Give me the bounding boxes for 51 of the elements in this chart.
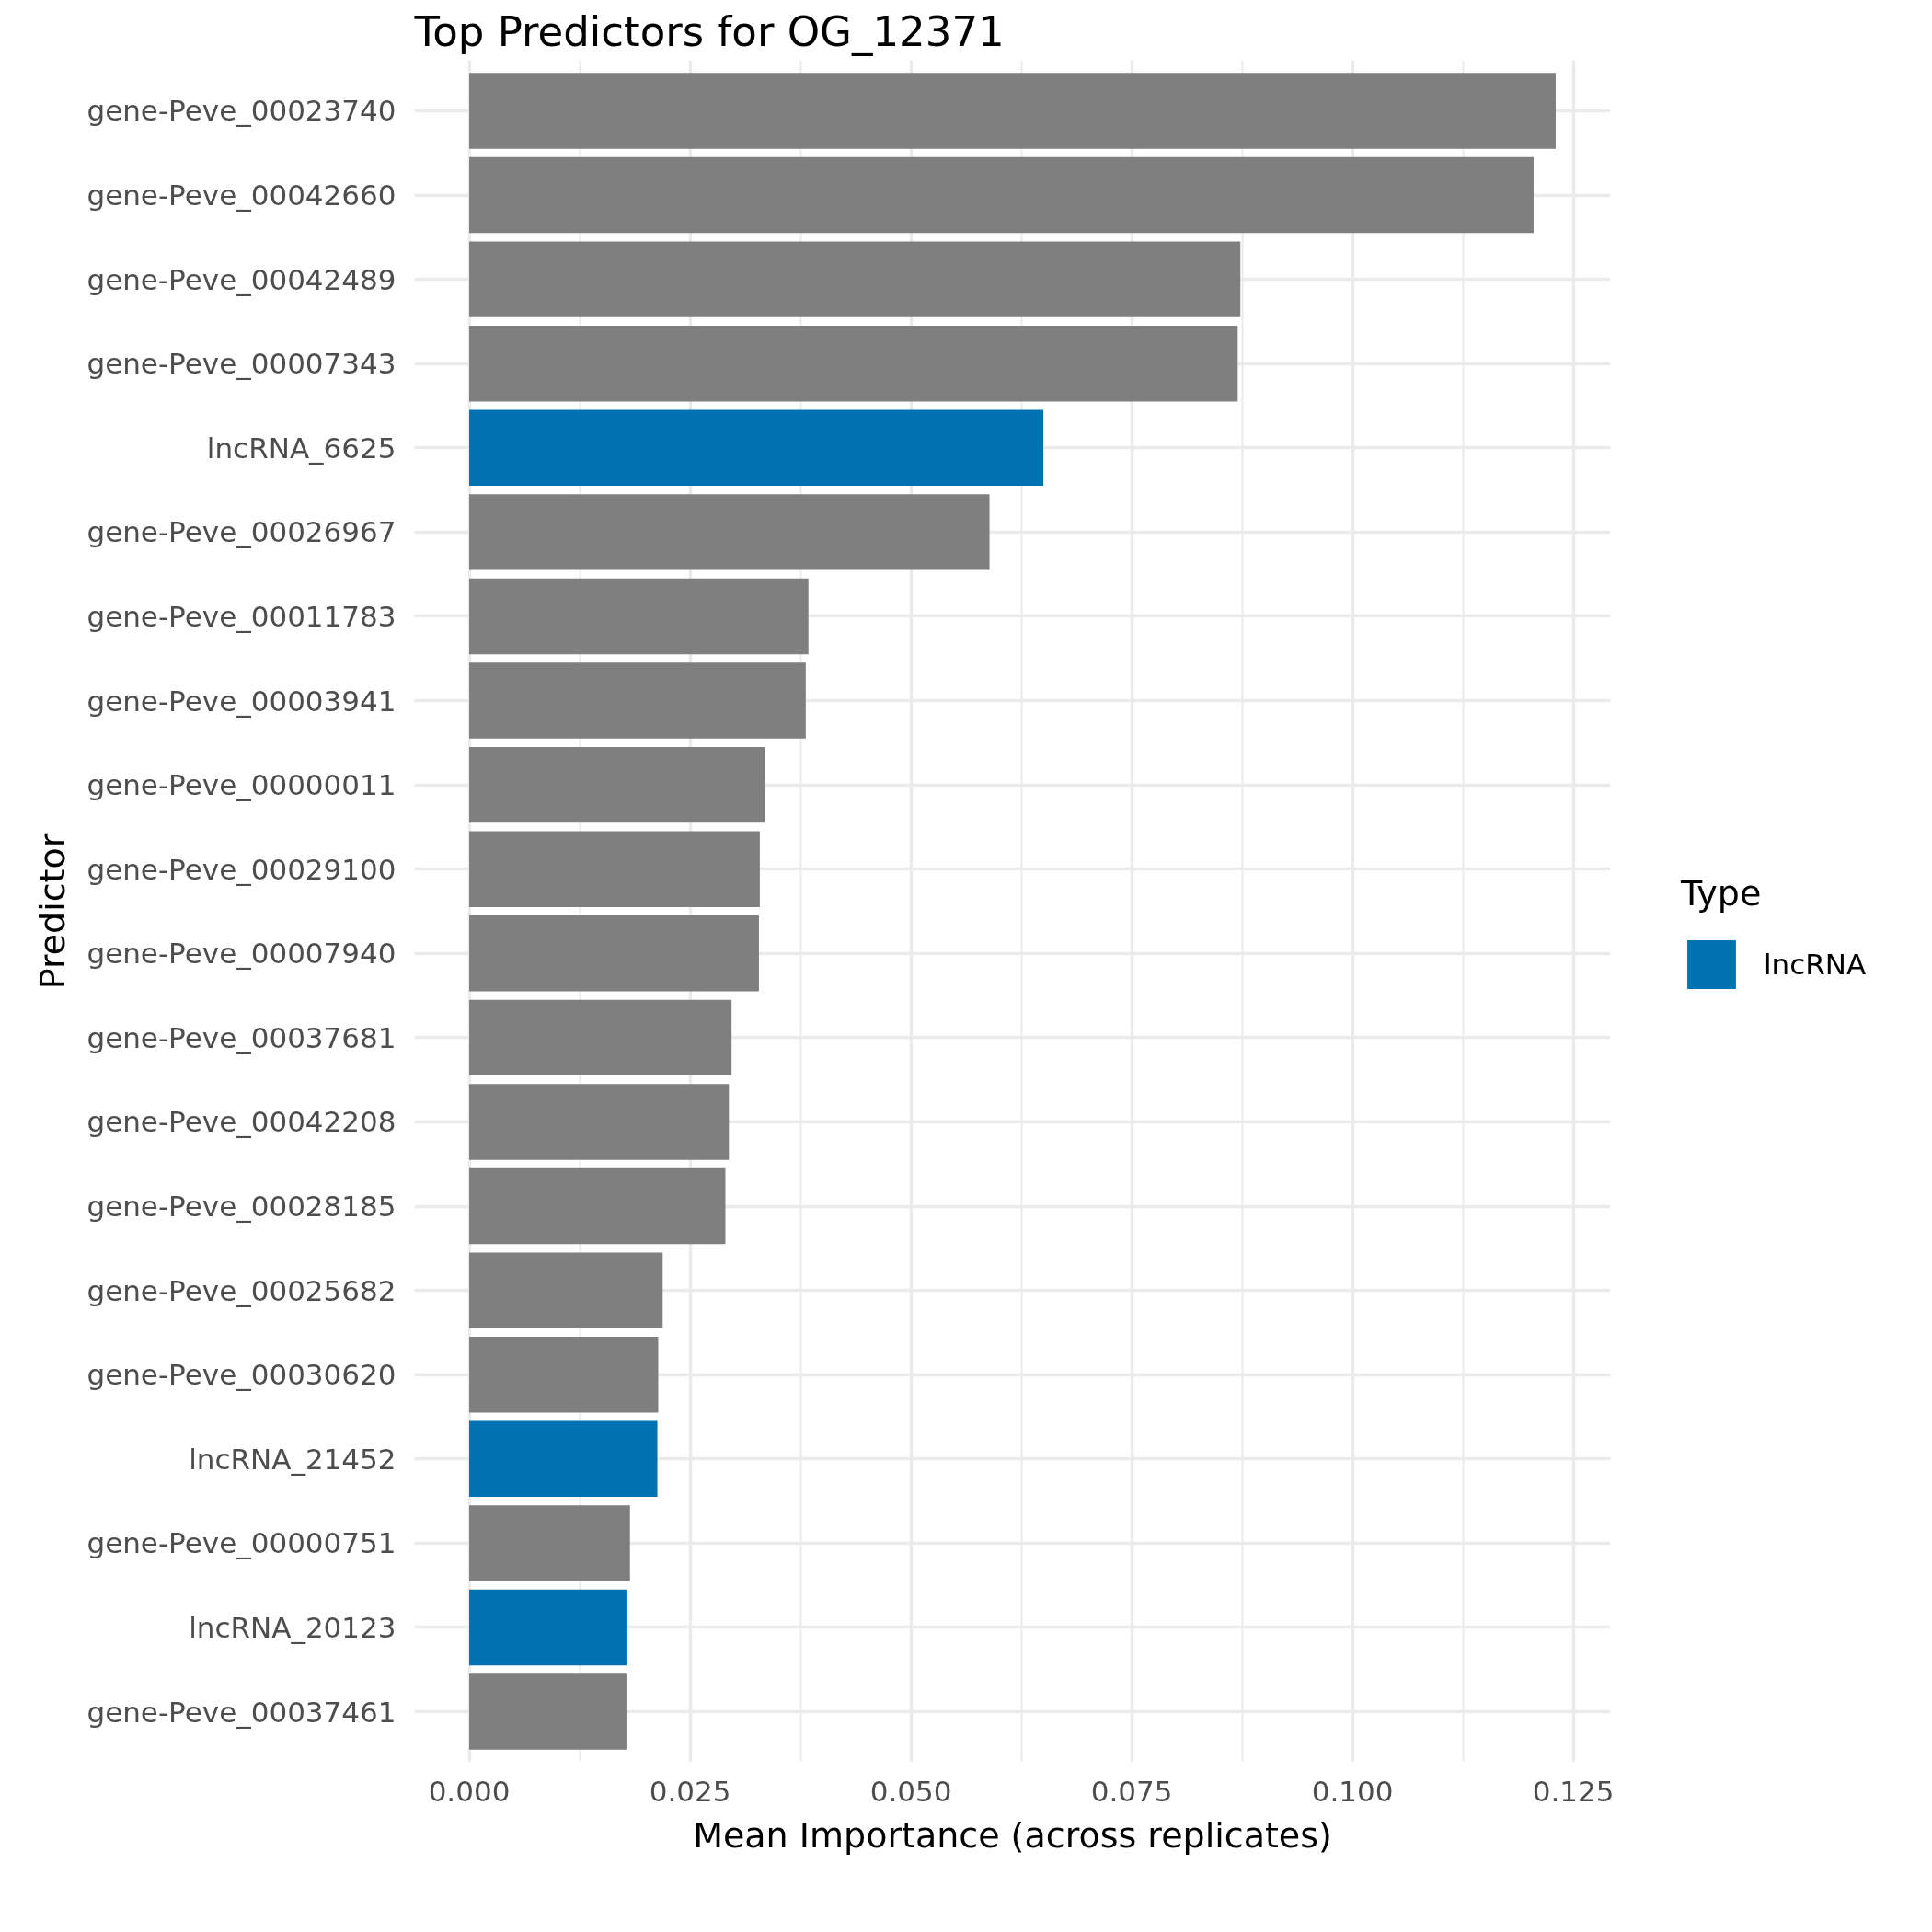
bar (469, 746, 765, 823)
bar (469, 1420, 658, 1498)
bar (469, 578, 809, 655)
bar (469, 325, 1238, 402)
y-tick-label: gene-Peve_00029100 (86, 852, 397, 886)
y-tick-label: gene-Peve_00037681 (86, 1020, 397, 1054)
bar (469, 241, 1241, 317)
bar (469, 831, 760, 907)
y-tick-label: gene-Peve_00037461 (86, 1695, 397, 1729)
bar (469, 1337, 659, 1413)
bar (469, 156, 1534, 234)
y-tick-label: gene-Peve_00026967 (86, 515, 397, 549)
y-tick-label: gene-Peve_00011783 (86, 599, 397, 633)
bar (469, 73, 1556, 149)
legend-title: Type (1681, 873, 1763, 914)
y-tick-label: lncRNA_6625 (206, 431, 397, 465)
y-tick-label: gene-Peve_00007940 (86, 937, 397, 971)
bar (469, 999, 732, 1076)
x-tick-label: 0.125 (1532, 1774, 1615, 1808)
y-tick-label: gene-Peve_00030620 (86, 1358, 397, 1392)
bar (469, 662, 806, 739)
x-tick-label: 0.075 (1090, 1774, 1173, 1808)
bar (469, 1673, 627, 1750)
y-tick-label: lncRNA_20123 (189, 1610, 397, 1644)
x-axis-title: Mean Importance (across replicates) (693, 1814, 1332, 1856)
y-tick-label: lncRNA_21452 (189, 1442, 397, 1476)
y-tick-label: gene-Peve_00028185 (86, 1190, 397, 1224)
bar (469, 1589, 627, 1666)
y-tick-label: gene-Peve_00007343 (86, 347, 397, 381)
bar (469, 915, 759, 992)
x-tick-label: 0.025 (649, 1774, 731, 1808)
y-tick-label: gene-Peve_00042489 (86, 262, 397, 296)
bar (469, 1167, 726, 1245)
legend-label: lncRNA (1764, 948, 1867, 981)
y-tick-label: gene-Peve_00025682 (86, 1273, 397, 1307)
y-tick-label: gene-Peve_00000011 (86, 768, 397, 802)
y-axis-title: Predictor (32, 833, 74, 990)
bar (469, 1084, 730, 1160)
bar (469, 1252, 663, 1328)
chart-title: Top Predictors for OG_12371 (413, 6, 1005, 56)
y-tick-label: gene-Peve_00042208 (86, 1105, 397, 1139)
bar (469, 1505, 630, 1581)
bar (469, 494, 990, 570)
x-tick-label: 0.050 (869, 1774, 952, 1808)
x-tick-label: 0.000 (428, 1774, 511, 1808)
y-tick-label: gene-Peve_00042660 (86, 178, 397, 213)
y-tick-label: gene-Peve_00023740 (86, 94, 397, 128)
x-tick-label: 0.100 (1311, 1774, 1394, 1808)
bar (469, 409, 1044, 486)
y-tick-label: gene-Peve_00003941 (86, 684, 397, 718)
y-tick-label: gene-Peve_00000751 (86, 1526, 397, 1560)
